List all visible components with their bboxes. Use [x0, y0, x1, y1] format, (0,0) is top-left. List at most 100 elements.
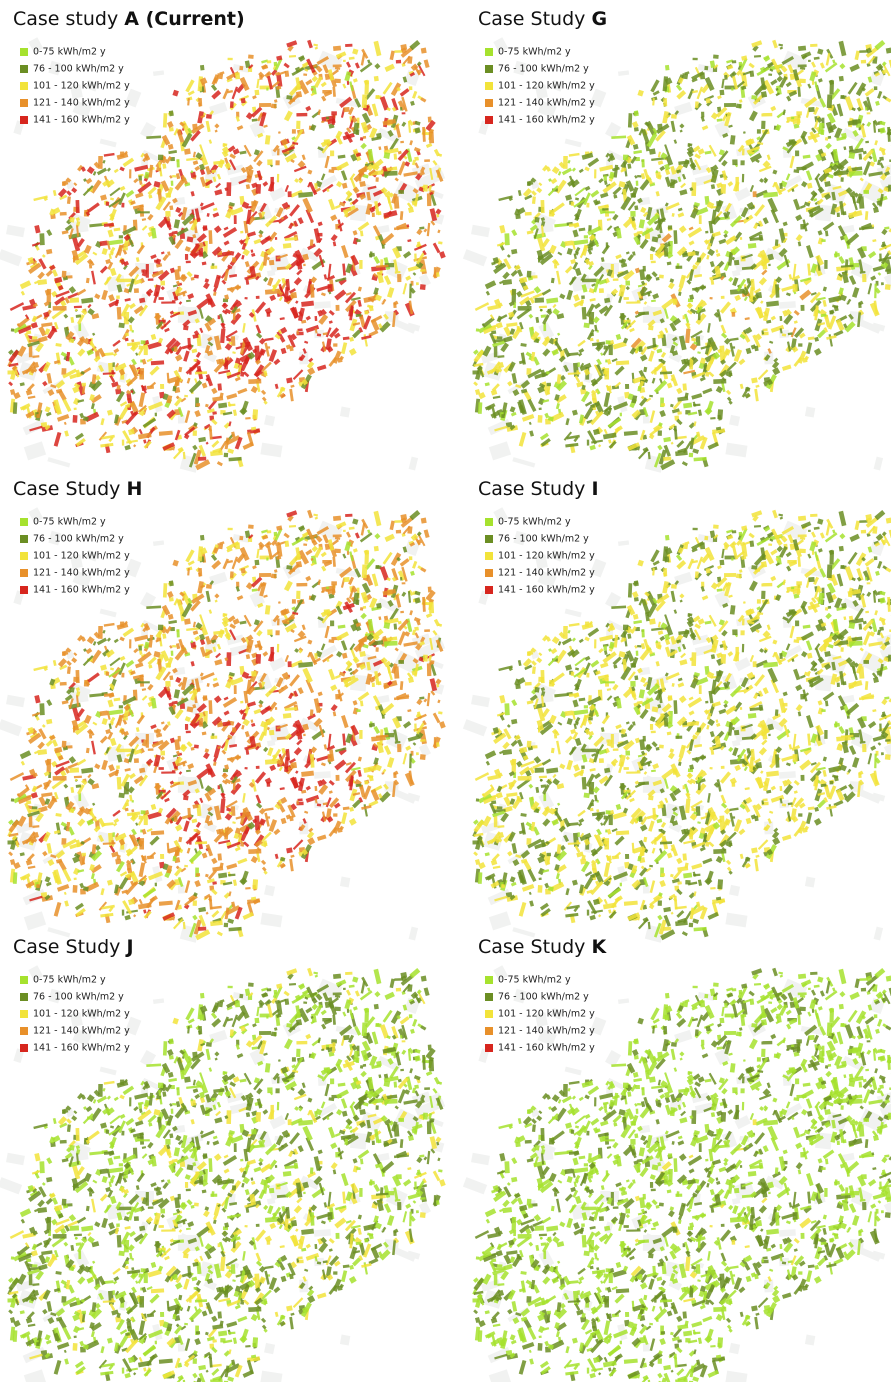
building [130, 426, 139, 435]
building [511, 229, 518, 237]
building [212, 207, 218, 212]
building [138, 180, 143, 185]
building [223, 452, 229, 458]
building [223, 422, 231, 429]
building [172, 754, 178, 758]
building [758, 277, 767, 286]
building [396, 86, 401, 92]
building [212, 761, 217, 767]
building [400, 610, 404, 614]
building [261, 361, 272, 373]
building [100, 442, 114, 448]
building [45, 411, 52, 417]
building [322, 332, 328, 336]
building [825, 53, 831, 66]
building [287, 334, 296, 348]
building [409, 753, 412, 769]
building [234, 846, 241, 852]
building [314, 46, 319, 50]
building [229, 153, 236, 160]
building [165, 681, 171, 687]
background-footprint [617, 70, 630, 76]
building [116, 777, 122, 790]
building [596, 358, 602, 366]
building [510, 411, 517, 417]
building [190, 170, 194, 174]
building [148, 664, 153, 669]
building [284, 184, 290, 193]
building [657, 444, 663, 451]
building [91, 380, 103, 392]
building [707, 248, 715, 257]
background-footprint [512, 457, 536, 468]
building [342, 733, 346, 746]
background-footprint [22, 418, 47, 436]
building [651, 299, 656, 303]
building [164, 327, 170, 333]
building [242, 718, 250, 727]
building [669, 278, 675, 283]
background-footprint [414, 173, 435, 190]
building [474, 302, 490, 311]
building [772, 39, 778, 49]
building [613, 164, 619, 178]
building [536, 187, 543, 194]
building [122, 627, 135, 638]
building [76, 288, 87, 296]
building [226, 337, 232, 342]
building [135, 352, 139, 356]
building [134, 192, 144, 199]
building [150, 697, 157, 709]
building [557, 251, 563, 256]
building [19, 280, 32, 290]
building [740, 160, 745, 166]
building [870, 275, 877, 281]
building [581, 295, 585, 300]
building [770, 79, 778, 86]
building [673, 139, 678, 144]
building [140, 152, 145, 158]
building [586, 202, 590, 208]
building [680, 182, 687, 189]
building [328, 198, 336, 211]
building [176, 629, 180, 638]
building [417, 63, 426, 77]
building [357, 769, 362, 777]
building [751, 377, 758, 384]
building [350, 153, 358, 162]
building [239, 65, 244, 71]
building [296, 112, 308, 117]
building [148, 164, 154, 178]
legend-swatch [20, 65, 28, 73]
building [168, 110, 174, 117]
building [124, 337, 129, 342]
building [286, 377, 293, 384]
building [774, 239, 779, 246]
building [113, 168, 119, 174]
building [395, 59, 402, 64]
building [241, 100, 248, 107]
building [75, 784, 82, 788]
building [234, 376, 241, 382]
building [414, 632, 420, 639]
building [186, 236, 194, 243]
building [838, 287, 844, 296]
building [19, 382, 25, 387]
building [99, 240, 108, 247]
building [226, 393, 238, 400]
building [190, 191, 195, 197]
building [414, 253, 417, 262]
building [295, 300, 299, 304]
building [435, 169, 444, 182]
building [92, 251, 98, 256]
building [283, 62, 290, 69]
building [114, 416, 122, 426]
building [570, 201, 575, 206]
building [77, 314, 85, 325]
legend-swatch [20, 82, 28, 90]
building [303, 543, 308, 546]
building [345, 190, 353, 198]
building [502, 279, 513, 286]
building [172, 559, 179, 567]
building [106, 409, 113, 416]
